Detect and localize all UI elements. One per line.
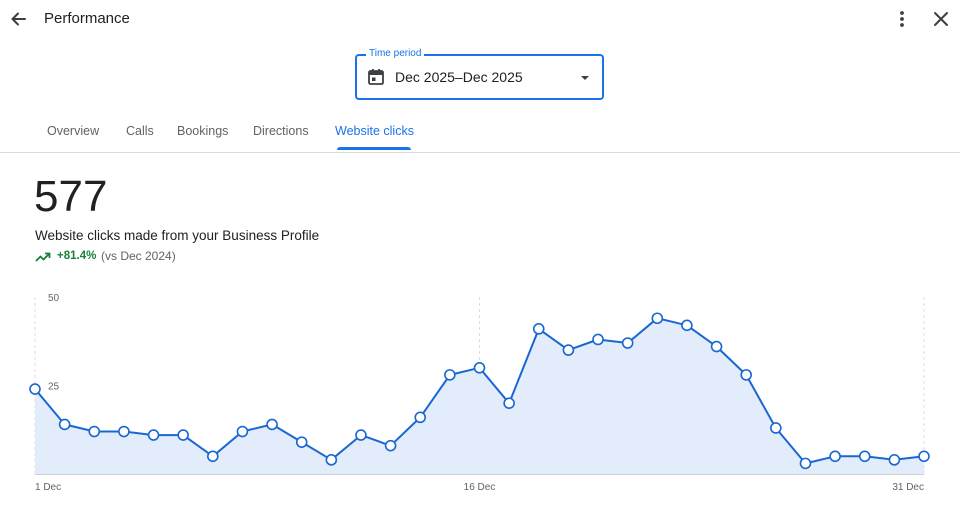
more-vert-icon xyxy=(900,11,904,27)
data-point xyxy=(532,323,545,335)
page-title: Performance xyxy=(44,10,130,27)
close-button[interactable] xyxy=(928,6,954,32)
tab-directions[interactable]: Directions xyxy=(253,124,309,138)
metric-description: Website clicks made from your Business P… xyxy=(35,228,320,243)
website-clicks-chart: 1 Dec 16 Dec 31 Dec 50 25 xyxy=(29,293,930,493)
data-point xyxy=(621,337,634,349)
x-tick-label: 16 Dec xyxy=(464,482,496,493)
data-point xyxy=(88,425,101,438)
data-point xyxy=(147,429,160,441)
data-point xyxy=(473,362,486,374)
chart-area xyxy=(35,318,924,474)
data-point xyxy=(592,333,604,346)
data-point xyxy=(355,429,367,441)
active-tab-indicator xyxy=(337,147,411,150)
tab-bookings[interactable]: Bookings xyxy=(177,124,229,138)
y-tick-label: 50 xyxy=(48,293,60,304)
calendar-icon xyxy=(368,69,384,85)
tab-website-clicks[interactable]: Website clicks xyxy=(335,124,414,138)
back-button[interactable] xyxy=(6,6,32,32)
data-point xyxy=(503,397,515,409)
data-point xyxy=(799,457,812,470)
data-point xyxy=(710,340,723,353)
y-tick-label: 25 xyxy=(48,382,60,393)
data-point xyxy=(651,312,664,325)
data-point xyxy=(918,450,930,463)
total-clicks-value: 577 xyxy=(34,172,108,221)
data-point xyxy=(888,454,901,466)
comparison-period: (vs Dec 2024) xyxy=(101,249,176,263)
data-point xyxy=(829,450,841,463)
data-point xyxy=(325,454,338,466)
x-tick-label: 31 Dec xyxy=(892,482,924,493)
data-point xyxy=(681,319,693,332)
data-point xyxy=(295,436,308,448)
dropdown-arrow-icon xyxy=(581,76,589,80)
top-bar: Performance xyxy=(0,0,960,38)
data-point xyxy=(562,344,575,356)
change-percentage: +81.4% xyxy=(57,250,97,262)
data-point xyxy=(384,439,397,452)
data-point xyxy=(118,425,130,438)
x-tick-label: 1 Dec xyxy=(35,482,61,493)
chart-labels: 1 Dec 16 Dec 31 Dec 50 25 xyxy=(35,293,924,493)
tab-overview[interactable]: Overview xyxy=(47,124,100,138)
time-period-dropdown[interactable]: Time period Dec 2025–Dec 2025 xyxy=(355,48,604,100)
data-point xyxy=(207,450,219,463)
data-point xyxy=(444,369,456,381)
tab-bar: Overview Calls Bookings Directions Websi… xyxy=(0,118,960,153)
time-period-value: Dec 2025–Dec 2025 xyxy=(395,69,523,85)
data-point xyxy=(414,411,427,424)
data-point xyxy=(177,429,189,441)
data-point xyxy=(858,450,871,463)
trending-up-icon xyxy=(35,252,51,262)
data-point xyxy=(770,422,782,434)
arrow-back-icon xyxy=(11,12,26,26)
time-period-label: Time period xyxy=(366,48,425,60)
tab-calls[interactable]: Calls xyxy=(126,124,154,138)
chart-points xyxy=(29,312,930,470)
more-options-button[interactable] xyxy=(890,6,914,32)
data-point xyxy=(266,418,278,431)
data-point xyxy=(236,425,249,438)
data-point xyxy=(29,383,41,395)
close-icon xyxy=(934,12,948,26)
data-point xyxy=(740,369,753,381)
data-point xyxy=(58,418,71,431)
